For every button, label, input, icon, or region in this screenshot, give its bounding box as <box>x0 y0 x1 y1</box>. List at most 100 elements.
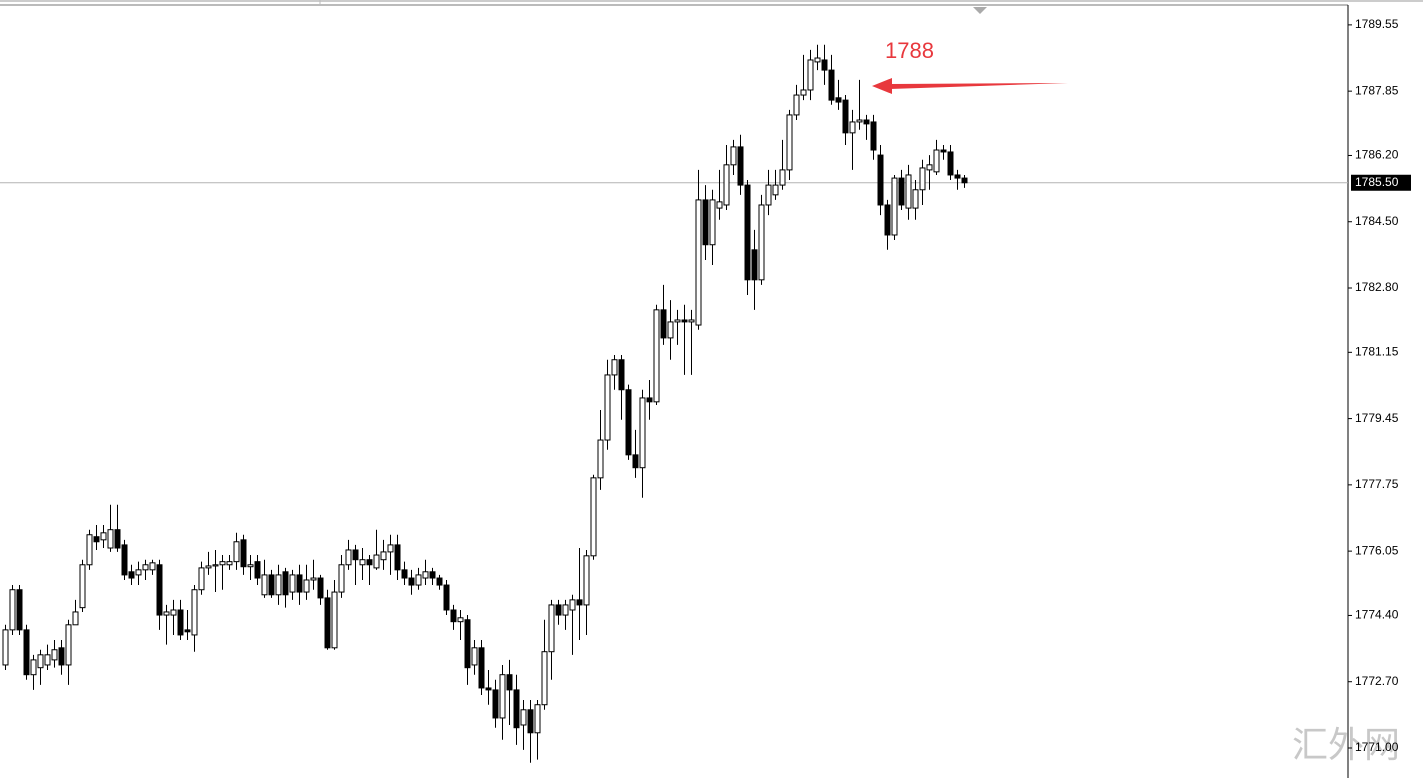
shift-marker <box>973 7 987 14</box>
candle-body <box>387 544 394 553</box>
candle-body <box>296 574 303 593</box>
candle-body <box>513 689 520 729</box>
candle-body <box>933 149 940 173</box>
candle-body <box>870 121 877 151</box>
candle-body <box>828 69 835 101</box>
candle-body <box>583 555 590 606</box>
candle-body <box>653 309 660 403</box>
candle-body <box>289 574 296 593</box>
candle-body <box>121 544 128 576</box>
candle-body <box>9 589 16 631</box>
candle-body <box>100 532 107 541</box>
candle-body <box>814 57 821 63</box>
candle-body <box>352 549 359 561</box>
candle-body <box>471 647 478 666</box>
candle-body <box>625 389 632 456</box>
candle-body <box>639 397 646 469</box>
candle-body <box>737 146 744 186</box>
candle-body <box>520 709 527 726</box>
candle-body <box>198 567 205 591</box>
candle-body <box>65 624 72 666</box>
y-tick-label: 1781.15 <box>1355 344 1399 358</box>
candle-body <box>863 119 870 125</box>
candle-body <box>604 374 611 441</box>
candle-body <box>667 321 674 339</box>
candle-body <box>30 659 37 676</box>
candle-body <box>555 604 562 616</box>
candle-body <box>128 571 135 579</box>
candle-body <box>807 59 814 91</box>
candle-body <box>730 146 737 166</box>
arrow-shaft <box>890 83 1068 89</box>
candle-body <box>674 319 681 323</box>
candle-body <box>618 359 625 391</box>
candle-body <box>72 611 79 626</box>
y-tick-label: 1779.45 <box>1355 411 1399 425</box>
candle-body <box>576 599 583 606</box>
candle-body <box>135 569 142 576</box>
candle-body <box>611 359 618 376</box>
candle-body <box>541 651 548 706</box>
candle-body <box>149 562 156 571</box>
candle-body <box>947 151 954 176</box>
candle-body <box>177 609 184 636</box>
candle-body <box>926 164 933 171</box>
candle-body <box>2 629 9 666</box>
candle-body <box>660 309 667 339</box>
candle-body <box>499 674 506 719</box>
current-price-box <box>1351 174 1411 191</box>
candle-body <box>702 199 709 246</box>
y-tick-label: 1786.20 <box>1355 148 1399 162</box>
candle-body <box>590 477 597 557</box>
candle-body <box>429 571 436 579</box>
candle-body <box>107 529 114 549</box>
candle-body <box>345 549 352 566</box>
candle-body <box>324 597 331 649</box>
candle-body <box>310 577 317 581</box>
candle-body <box>331 591 338 649</box>
candle-body <box>681 319 688 323</box>
candle-body <box>457 617 464 623</box>
candle-body <box>366 559 373 566</box>
y-tick-label: 1774.40 <box>1355 608 1399 622</box>
candle-body <box>842 99 849 134</box>
candle-body <box>793 94 800 116</box>
candle-body <box>380 551 387 561</box>
candle-body <box>569 599 576 611</box>
candle-body <box>632 454 639 469</box>
candle-body <box>268 574 275 596</box>
candle-body <box>709 199 716 246</box>
candle-body <box>394 544 401 571</box>
candle-body <box>156 564 163 616</box>
candle-body <box>86 534 93 566</box>
y-tick-label: 1782.80 <box>1355 280 1399 294</box>
candle-body <box>891 177 898 236</box>
candle-body <box>247 564 254 568</box>
candle-body <box>212 564 219 567</box>
candle-body <box>170 609 177 616</box>
candle-body <box>723 164 730 206</box>
candle-body <box>184 629 191 633</box>
candle-body <box>401 569 408 579</box>
candle-body <box>261 574 268 596</box>
candle-body <box>317 577 324 599</box>
annotation: 1788 <box>885 38 934 63</box>
candle-body <box>233 541 240 563</box>
candle-body <box>51 649 58 661</box>
candle-body <box>548 604 555 653</box>
candle-body <box>219 561 226 566</box>
watermark: 汇外网 <box>1292 725 1400 766</box>
candle-body <box>646 397 653 403</box>
candle-body <box>254 561 261 579</box>
candle-body <box>79 564 86 609</box>
y-tick-label: 1784.50 <box>1355 214 1399 228</box>
candle-body <box>93 536 100 543</box>
candle-body <box>359 559 366 566</box>
candle-body <box>884 204 891 236</box>
candle-body <box>912 189 919 209</box>
y-tick-label: 1787.85 <box>1355 83 1399 97</box>
candle-body <box>37 654 44 669</box>
candle-body <box>282 571 289 596</box>
candle-body <box>800 89 807 96</box>
